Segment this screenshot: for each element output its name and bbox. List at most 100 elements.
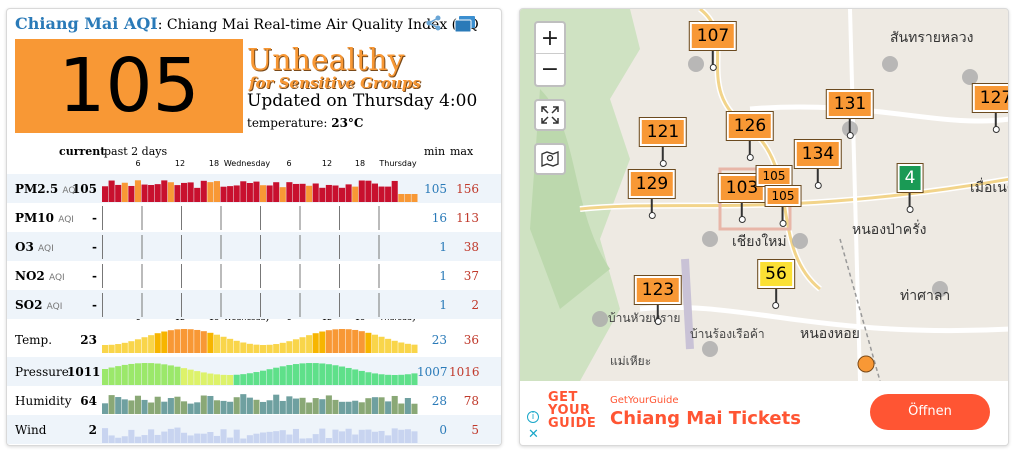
- marker-stem: [782, 206, 784, 222]
- spark-bar: [102, 403, 109, 414]
- ad-banner[interactable]: i ✕ GET YOUR GUIDE GetYourGuide Chiang M…: [520, 381, 1008, 445]
- spark-bar: [200, 433, 207, 443]
- aqi-map-marker[interactable]: 127: [971, 83, 1008, 133]
- row-max: 1016: [449, 365, 480, 379]
- spark-bar: [279, 430, 286, 443]
- spark-bar: [299, 183, 306, 202]
- marker-aqi-value[interactable]: 56: [757, 259, 795, 289]
- spark-bar: [167, 330, 174, 353]
- marker-aqi-value[interactable]: 129: [627, 169, 677, 199]
- row-sparkline[interactable]: [102, 174, 418, 203]
- spark-bar: [194, 329, 201, 353]
- marker-aqi-value[interactable]: 107: [688, 21, 738, 51]
- row-sparkline[interactable]: [102, 357, 418, 386]
- widget-title: Chiang Mai AQI: Chiang Mai Real-time Air…: [15, 14, 479, 33]
- row-sparkline[interactable]: [102, 290, 418, 319]
- marker-dot: [648, 212, 656, 219]
- aqi-map-marker[interactable]: 105: [764, 185, 802, 227]
- spark-bar: [108, 344, 115, 353]
- spark-bar: [358, 331, 365, 353]
- grid-line: [299, 235, 301, 259]
- spark-bar: [246, 343, 253, 353]
- marker-aqi-value[interactable]: 127: [971, 83, 1008, 113]
- grid-line: [102, 293, 103, 317]
- spark-bar: [398, 194, 405, 202]
- marker-dot: [772, 302, 780, 309]
- marker-aqi-value[interactable]: 123: [633, 275, 683, 305]
- row-unit-tag: AQI: [48, 273, 65, 283]
- row-label: PM10 AQI: [15, 211, 74, 225]
- spark-bar: [181, 432, 188, 443]
- marker-aqi-value[interactable]: 103: [717, 173, 767, 203]
- aqi-map-marker[interactable]: 4: [896, 163, 924, 213]
- marker-stem: [711, 50, 714, 66]
- aqi-map-marker[interactable]: 131: [825, 89, 875, 139]
- ad-logo[interactable]: GET YOUR GUIDE: [548, 390, 597, 431]
- spark-bar: [266, 185, 273, 202]
- zoom-out-button[interactable]: −: [540, 57, 560, 82]
- spark-bar: [154, 396, 161, 414]
- row-sparkline[interactable]: [102, 203, 418, 232]
- row-sparkline[interactable]: [102, 232, 418, 261]
- marker-aqi-value[interactable]: 126: [725, 111, 775, 141]
- table-row: PM2.5 AQI 105 105 156: [7, 174, 501, 203]
- spark-bar: [134, 436, 141, 443]
- aqi-map-marker[interactable]: 123: [633, 275, 683, 325]
- aqi-map-marker[interactable]: 129: [627, 169, 677, 219]
- marker-aqi-value[interactable]: 134: [793, 139, 843, 169]
- spark-bar: [319, 187, 326, 202]
- ad-open-button[interactable]: Öffnen: [870, 394, 990, 430]
- grid-line: [260, 235, 261, 259]
- share-icon[interactable]: [425, 14, 443, 32]
- row-sparkline[interactable]: [102, 261, 418, 290]
- spark-bar: [292, 339, 299, 353]
- row-sparkline[interactable]: [102, 386, 418, 415]
- spark-bar: [240, 342, 247, 353]
- spark-bar: [108, 180, 115, 202]
- marker-aqi-value[interactable]: 105: [755, 165, 793, 187]
- map-layers-icon[interactable]: [534, 143, 566, 175]
- spark-bar: [134, 339, 141, 353]
- table-row: NO2 AQI - 1 37: [7, 261, 501, 290]
- marker-aqi-value[interactable]: 105: [764, 185, 802, 207]
- aqi-map-marker[interactable]: 121: [638, 117, 688, 167]
- ad-headline[interactable]: Chiang Mai Tickets: [610, 408, 801, 429]
- aqi-level-main: Unhealthy: [247, 43, 405, 78]
- row-sparkline[interactable]: [102, 415, 418, 444]
- fullscreen-icon[interactable]: [534, 99, 566, 131]
- window-icon[interactable]: [453, 14, 477, 34]
- time-tick: Wednesday: [223, 159, 271, 168]
- grid-line: [378, 264, 380, 288]
- marker-stem: [656, 304, 659, 320]
- grid-line: [339, 235, 340, 259]
- city-aqi-link[interactable]: Chiang Mai AQI: [15, 14, 158, 33]
- spark-bar: [115, 344, 122, 353]
- spark-bar: [128, 400, 135, 414]
- row-label: Pressure: [15, 365, 69, 379]
- spark-bar: [260, 432, 267, 443]
- marker-aqi-value[interactable]: 4: [896, 163, 924, 193]
- spark-bar: [115, 437, 122, 443]
- marker-stem: [774, 288, 777, 304]
- marker-stem: [748, 140, 751, 156]
- zoom-in-button[interactable]: +: [536, 23, 564, 54]
- ad-close-icon[interactable]: ✕: [528, 427, 539, 442]
- spark-bar: [141, 337, 148, 353]
- row-sparkline[interactable]: [102, 325, 418, 354]
- aqi-map-marker[interactable]: 103: [717, 173, 767, 223]
- aqi-map[interactable]: + − สันทรายหลวง เชียงใหม่ หนองป่าครั่ง ท่าศ…: [519, 8, 1009, 446]
- aqi-map-marker[interactable]: 107: [688, 21, 738, 71]
- row-min: 1: [439, 269, 447, 283]
- spark-bar: [154, 184, 161, 202]
- marker-aqi-value[interactable]: 131: [825, 89, 875, 119]
- grid-line: [260, 206, 261, 230]
- aqi-map-marker[interactable]: 56: [757, 259, 795, 309]
- spark-bar: [378, 336, 385, 353]
- marker-aqi-value[interactable]: 121: [638, 117, 688, 147]
- ad-info-icon[interactable]: i: [527, 411, 539, 423]
- aqi-map-marker[interactable]: 134: [793, 139, 843, 189]
- title-text: : Chiang Mai Real-time Air Quality Index…: [157, 17, 479, 33]
- aqi-map-marker[interactable]: 126: [725, 111, 775, 161]
- spark-bar: [240, 438, 247, 443]
- row-current: 64: [80, 394, 97, 408]
